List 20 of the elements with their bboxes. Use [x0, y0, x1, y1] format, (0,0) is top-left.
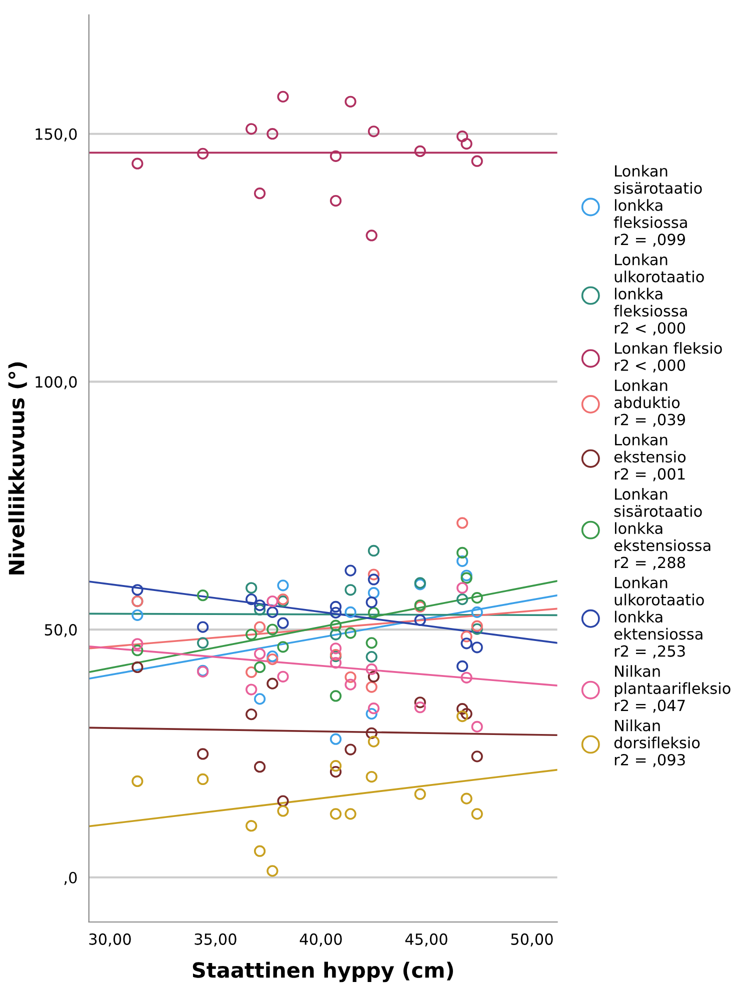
y-tick-label: 150,0: [36, 128, 77, 142]
x-tick-label: 45,00: [405, 933, 448, 946]
legend-label: Lonkan sisärotaatio lonkka fleksiossa r2 = ,099: [614, 164, 702, 247]
y-tick-label: 100,0: [36, 376, 77, 390]
legend-label: Nilkan dorsifleksio r2 = ,093: [614, 719, 700, 768]
legend-label: Lonkan ekstensio r2 = ,001: [614, 434, 686, 482]
y-tick-label: ,0: [64, 872, 77, 885]
y-axis-title: Nivelliikkuvuus (°): [8, 362, 27, 574]
y-tick-label: 50,0: [44, 624, 77, 638]
x-tick-label: 35,00: [194, 933, 236, 946]
legend-label: Lonkan sisärotaatio lonkka ekstensiossa r2 = ,288: [614, 488, 710, 570]
legend-label: Lonkan ulkorotaatio lonkka fleksiossa r2 < ,000: [614, 254, 704, 336]
legend-label: Lonkan abduktio r2 = ,039: [614, 379, 686, 427]
x-tick-label: 30,00: [89, 933, 131, 946]
legend-label: Lonkan fleksio r2 < ,000: [614, 342, 722, 373]
x-tick-label: 50,00: [511, 933, 553, 946]
legend-label: Nilkan plantaarifleksio r2 = ,047: [614, 665, 730, 713]
x-tick-label: 40,00: [300, 933, 342, 946]
legend-label: Lonkan ulkorotaatio lonkka ektensiossa r2 = ,253: [614, 576, 704, 658]
x-axis-title: Staattinen hyppy (cm): [192, 962, 453, 982]
